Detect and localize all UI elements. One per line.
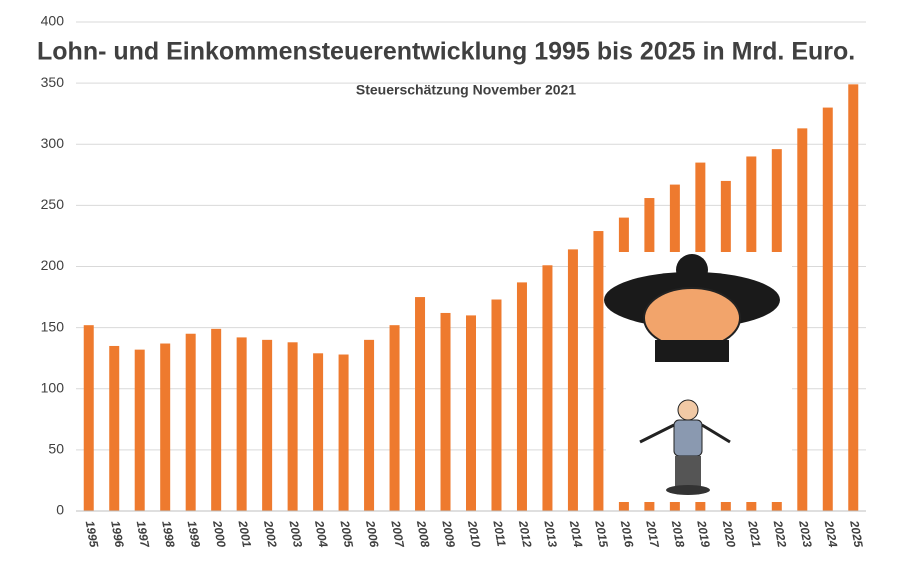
bar bbox=[491, 299, 502, 511]
bar bbox=[185, 333, 196, 511]
x-tick-label: 2003 bbox=[286, 519, 305, 549]
bar bbox=[593, 231, 604, 512]
bar bbox=[466, 315, 476, 511]
bar bbox=[262, 339, 273, 511]
x-tick-label: 2007 bbox=[388, 519, 407, 550]
x-tick-label: 2022 bbox=[771, 519, 790, 549]
x-tick-label: 1999 bbox=[185, 520, 203, 549]
x-tick-label: 2025 bbox=[847, 519, 866, 549]
bar bbox=[313, 353, 324, 511]
y-tick-label: 100 bbox=[41, 379, 65, 395]
x-tick-label: 2024 bbox=[822, 519, 841, 549]
bar bbox=[236, 337, 247, 511]
x-tick-label: 2016 bbox=[618, 519, 637, 549]
x-tick-label: 2023 bbox=[796, 519, 815, 549]
y-tick-label: 150 bbox=[41, 318, 65, 334]
x-tick-label: 2014 bbox=[567, 519, 586, 549]
chart-title: Lohn- und Einkommensteuerentwicklung 199… bbox=[37, 38, 855, 66]
eagle-head bbox=[676, 254, 708, 286]
x-tick-label: 1996 bbox=[108, 520, 126, 549]
x-tick-label: 1997 bbox=[134, 520, 153, 550]
bar bbox=[822, 107, 833, 511]
bar bbox=[160, 343, 171, 511]
man-arm bbox=[701, 423, 731, 444]
bar bbox=[134, 349, 145, 511]
y-tick-label: 50 bbox=[48, 441, 64, 457]
x-tick-label: 2009 bbox=[439, 519, 458, 549]
y-tick-label: 250 bbox=[41, 196, 65, 212]
chart-subtitle: Steuerschätzung November 2021 bbox=[356, 82, 576, 98]
man-arm bbox=[639, 423, 675, 444]
bar bbox=[516, 282, 527, 511]
x-tick-label: 2017 bbox=[643, 519, 662, 550]
x-tick-label: 2013 bbox=[541, 519, 560, 549]
x-tick-label: 2001 bbox=[235, 519, 254, 549]
x-tick-label: 2006 bbox=[363, 519, 382, 549]
bar bbox=[338, 354, 349, 511]
x-tick-label: 2004 bbox=[312, 519, 331, 549]
eagle-belly bbox=[643, 287, 741, 349]
y-tick-label: 350 bbox=[41, 74, 65, 90]
man-shirt bbox=[673, 419, 703, 457]
x-tick-label: 2008 bbox=[414, 519, 433, 549]
x-tick-label: 2012 bbox=[516, 519, 535, 549]
y-tick-label: 300 bbox=[41, 135, 65, 151]
x-tick-label: 1995 bbox=[83, 520, 101, 549]
y-tick-label: 200 bbox=[41, 257, 65, 273]
cartoon bbox=[604, 252, 792, 502]
x-tick-label: 2015 bbox=[592, 519, 611, 549]
x-tick-label: 2020 bbox=[720, 519, 739, 549]
bar bbox=[389, 325, 400, 511]
y-tick-label: 0 bbox=[56, 502, 64, 518]
bar bbox=[287, 342, 298, 511]
bar bbox=[848, 84, 859, 511]
x-tick-label: 1998 bbox=[159, 520, 177, 549]
x-tick-label: 2002 bbox=[261, 519, 280, 549]
bar bbox=[109, 345, 120, 511]
man-shoes bbox=[666, 485, 710, 495]
x-tick-label: 2018 bbox=[669, 519, 688, 549]
bar bbox=[83, 325, 94, 511]
man-trousers bbox=[675, 456, 701, 486]
bar bbox=[211, 328, 222, 511]
y-tick-label: 400 bbox=[41, 13, 65, 29]
eagle-legs bbox=[655, 340, 729, 362]
x-tick-label: 2010 bbox=[465, 519, 484, 549]
x-tick-label: 2021 bbox=[745, 519, 764, 549]
x-tick-label: 2011 bbox=[490, 519, 508, 548]
bar bbox=[542, 265, 553, 511]
x-tick-label: 2000 bbox=[210, 519, 229, 549]
bar bbox=[415, 297, 426, 511]
bar bbox=[797, 128, 808, 512]
x-tick-label: 2019 bbox=[694, 519, 713, 549]
man-head bbox=[677, 399, 699, 421]
bar bbox=[567, 249, 578, 511]
x-tick-label: 2005 bbox=[337, 519, 356, 549]
bar bbox=[364, 339, 375, 511]
bar bbox=[440, 312, 451, 511]
